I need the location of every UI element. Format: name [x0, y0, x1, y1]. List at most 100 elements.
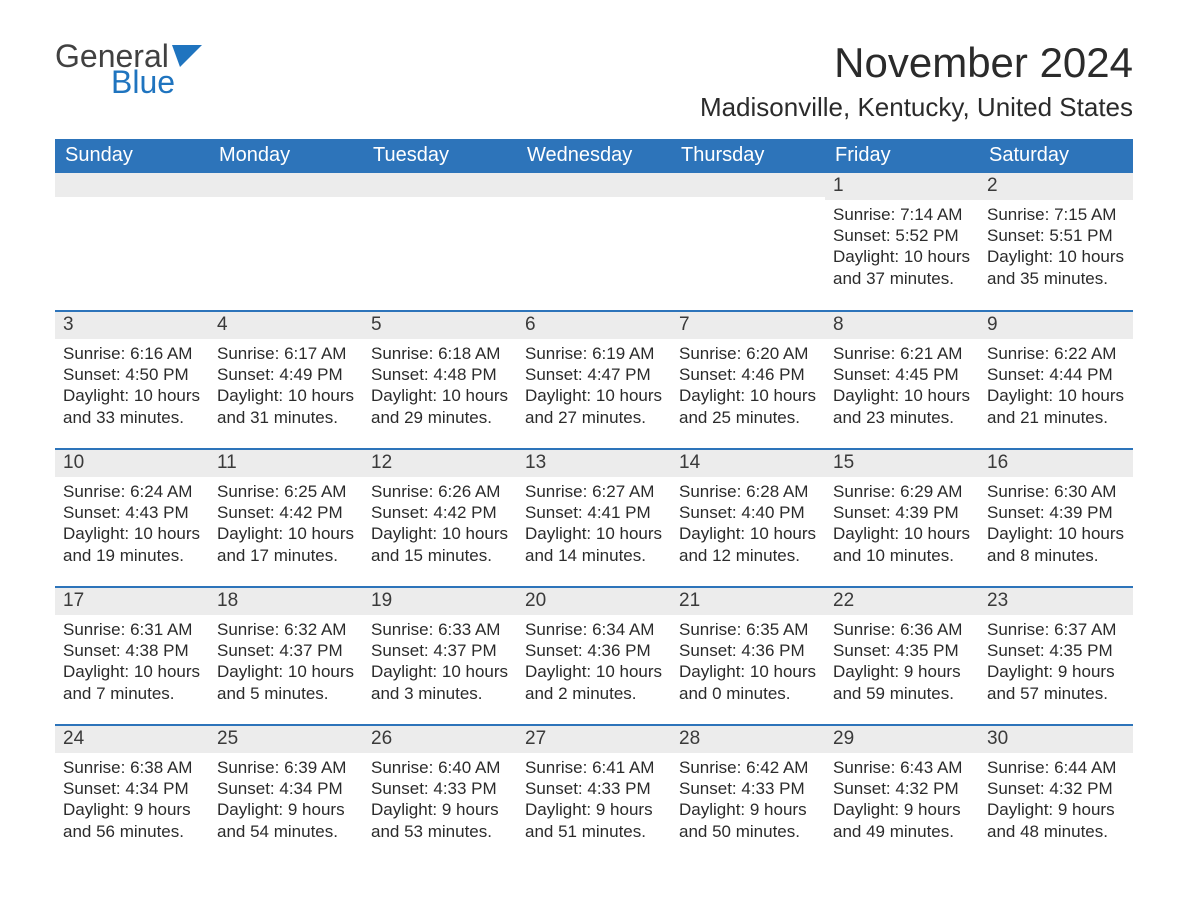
header-row: General Blue November 2024 Madisonville,…	[55, 40, 1133, 131]
calendar-day-cell: 10Sunrise: 6:24 AMSunset: 4:43 PMDayligh…	[55, 449, 209, 587]
sunset-text: Sunset: 4:35 PM	[833, 640, 971, 661]
day-number	[55, 173, 209, 197]
day-details: Sunrise: 6:33 AMSunset: 4:37 PMDaylight:…	[363, 615, 517, 708]
calendar-day-cell	[209, 173, 363, 311]
calendar-day-cell: 11Sunrise: 6:25 AMSunset: 4:42 PMDayligh…	[209, 449, 363, 587]
day-number	[517, 173, 671, 197]
daylight-text: Daylight: 10 hours and 3 minutes.	[371, 661, 509, 704]
day-details: Sunrise: 6:39 AMSunset: 4:34 PMDaylight:…	[209, 753, 363, 846]
day-details: Sunrise: 6:21 AMSunset: 4:45 PMDaylight:…	[825, 339, 979, 432]
daylight-text: Daylight: 9 hours and 54 minutes.	[217, 799, 355, 842]
page: General Blue November 2024 Madisonville,…	[0, 0, 1188, 903]
sunrise-text: Sunrise: 6:34 AM	[525, 619, 663, 640]
sunrise-text: Sunrise: 6:40 AM	[371, 757, 509, 778]
day-details: Sunrise: 6:28 AMSunset: 4:40 PMDaylight:…	[671, 477, 825, 570]
sunrise-text: Sunrise: 6:37 AM	[987, 619, 1125, 640]
calendar-day-cell	[671, 173, 825, 311]
logo: General Blue	[55, 40, 202, 98]
weekday-header: Wednesday	[517, 139, 671, 173]
calendar-day-cell: 26Sunrise: 6:40 AMSunset: 4:33 PMDayligh…	[363, 725, 517, 863]
sunset-text: Sunset: 5:51 PM	[987, 225, 1125, 246]
sunrise-text: Sunrise: 7:14 AM	[833, 204, 971, 225]
calendar-table: SundayMondayTuesdayWednesdayThursdayFrid…	[55, 139, 1133, 863]
weekday-header: Monday	[209, 139, 363, 173]
calendar-week: 3Sunrise: 6:16 AMSunset: 4:50 PMDaylight…	[55, 311, 1133, 449]
calendar-day-cell: 20Sunrise: 6:34 AMSunset: 4:36 PMDayligh…	[517, 587, 671, 725]
day-number: 8	[825, 312, 979, 339]
daylight-text: Daylight: 10 hours and 14 minutes.	[525, 523, 663, 566]
day-number: 30	[979, 726, 1133, 753]
daylight-text: Daylight: 10 hours and 12 minutes.	[679, 523, 817, 566]
sunrise-text: Sunrise: 6:41 AM	[525, 757, 663, 778]
day-number: 15	[825, 450, 979, 477]
daylight-text: Daylight: 10 hours and 23 minutes.	[833, 385, 971, 428]
sunrise-text: Sunrise: 6:19 AM	[525, 343, 663, 364]
day-number: 16	[979, 450, 1133, 477]
sunset-text: Sunset: 4:39 PM	[833, 502, 971, 523]
calendar-day-cell: 15Sunrise: 6:29 AMSunset: 4:39 PMDayligh…	[825, 449, 979, 587]
sunrise-text: Sunrise: 6:22 AM	[987, 343, 1125, 364]
sunset-text: Sunset: 4:34 PM	[217, 778, 355, 799]
calendar-day-cell: 4Sunrise: 6:17 AMSunset: 4:49 PMDaylight…	[209, 311, 363, 449]
day-number: 5	[363, 312, 517, 339]
calendar-day-cell: 30Sunrise: 6:44 AMSunset: 4:32 PMDayligh…	[979, 725, 1133, 863]
title-block: November 2024 Madisonville, Kentucky, Un…	[700, 40, 1133, 131]
day-details: Sunrise: 7:14 AMSunset: 5:52 PMDaylight:…	[825, 200, 979, 293]
calendar-day-cell: 29Sunrise: 6:43 AMSunset: 4:32 PMDayligh…	[825, 725, 979, 863]
day-number: 9	[979, 312, 1133, 339]
daylight-text: Daylight: 10 hours and 35 minutes.	[987, 246, 1125, 289]
daylight-text: Daylight: 10 hours and 29 minutes.	[371, 385, 509, 428]
daylight-text: Daylight: 10 hours and 2 minutes.	[525, 661, 663, 704]
day-number: 4	[209, 312, 363, 339]
daylight-text: Daylight: 10 hours and 5 minutes.	[217, 661, 355, 704]
day-details: Sunrise: 6:42 AMSunset: 4:33 PMDaylight:…	[671, 753, 825, 846]
sunset-text: Sunset: 4:38 PM	[63, 640, 201, 661]
calendar-day-cell: 13Sunrise: 6:27 AMSunset: 4:41 PMDayligh…	[517, 449, 671, 587]
sunset-text: Sunset: 4:40 PM	[679, 502, 817, 523]
calendar-day-cell: 28Sunrise: 6:42 AMSunset: 4:33 PMDayligh…	[671, 725, 825, 863]
day-details: Sunrise: 6:44 AMSunset: 4:32 PMDaylight:…	[979, 753, 1133, 846]
sunset-text: Sunset: 4:33 PM	[371, 778, 509, 799]
sunset-text: Sunset: 4:50 PM	[63, 364, 201, 385]
day-number: 23	[979, 588, 1133, 615]
daylight-text: Daylight: 9 hours and 49 minutes.	[833, 799, 971, 842]
sunrise-text: Sunrise: 6:28 AM	[679, 481, 817, 502]
day-details: Sunrise: 6:16 AMSunset: 4:50 PMDaylight:…	[55, 339, 209, 432]
sunset-text: Sunset: 5:52 PM	[833, 225, 971, 246]
calendar-week: 17Sunrise: 6:31 AMSunset: 4:38 PMDayligh…	[55, 587, 1133, 725]
sunrise-text: Sunrise: 6:25 AM	[217, 481, 355, 502]
sunset-text: Sunset: 4:37 PM	[371, 640, 509, 661]
daylight-text: Daylight: 10 hours and 19 minutes.	[63, 523, 201, 566]
calendar-week: 1Sunrise: 7:14 AMSunset: 5:52 PMDaylight…	[55, 173, 1133, 311]
daylight-text: Daylight: 10 hours and 31 minutes.	[217, 385, 355, 428]
day-number: 17	[55, 588, 209, 615]
calendar-week: 10Sunrise: 6:24 AMSunset: 4:43 PMDayligh…	[55, 449, 1133, 587]
day-details: Sunrise: 6:29 AMSunset: 4:39 PMDaylight:…	[825, 477, 979, 570]
day-details: Sunrise: 6:20 AMSunset: 4:46 PMDaylight:…	[671, 339, 825, 432]
day-details: Sunrise: 6:31 AMSunset: 4:38 PMDaylight:…	[55, 615, 209, 708]
sunrise-text: Sunrise: 6:32 AM	[217, 619, 355, 640]
daylight-text: Daylight: 9 hours and 57 minutes.	[987, 661, 1125, 704]
calendar-day-cell	[363, 173, 517, 311]
calendar-day-cell: 3Sunrise: 6:16 AMSunset: 4:50 PMDaylight…	[55, 311, 209, 449]
day-details: Sunrise: 6:37 AMSunset: 4:35 PMDaylight:…	[979, 615, 1133, 708]
day-number: 12	[363, 450, 517, 477]
day-number: 19	[363, 588, 517, 615]
calendar-day-cell: 2Sunrise: 7:15 AMSunset: 5:51 PMDaylight…	[979, 173, 1133, 311]
daylight-text: Daylight: 10 hours and 0 minutes.	[679, 661, 817, 704]
day-number: 29	[825, 726, 979, 753]
daylight-text: Daylight: 10 hours and 27 minutes.	[525, 385, 663, 428]
day-details: Sunrise: 6:17 AMSunset: 4:49 PMDaylight:…	[209, 339, 363, 432]
day-details: Sunrise: 6:40 AMSunset: 4:33 PMDaylight:…	[363, 753, 517, 846]
day-details: Sunrise: 6:43 AMSunset: 4:32 PMDaylight:…	[825, 753, 979, 846]
calendar-day-cell: 23Sunrise: 6:37 AMSunset: 4:35 PMDayligh…	[979, 587, 1133, 725]
calendar-day-cell: 16Sunrise: 6:30 AMSunset: 4:39 PMDayligh…	[979, 449, 1133, 587]
calendar-day-cell: 14Sunrise: 6:28 AMSunset: 4:40 PMDayligh…	[671, 449, 825, 587]
day-details: Sunrise: 6:30 AMSunset: 4:39 PMDaylight:…	[979, 477, 1133, 570]
sunset-text: Sunset: 4:34 PM	[63, 778, 201, 799]
weekday-header: Sunday	[55, 139, 209, 173]
calendar-day-cell: 18Sunrise: 6:32 AMSunset: 4:37 PMDayligh…	[209, 587, 363, 725]
calendar-day-cell	[55, 173, 209, 311]
location-text: Madisonville, Kentucky, United States	[700, 92, 1133, 123]
day-number: 27	[517, 726, 671, 753]
